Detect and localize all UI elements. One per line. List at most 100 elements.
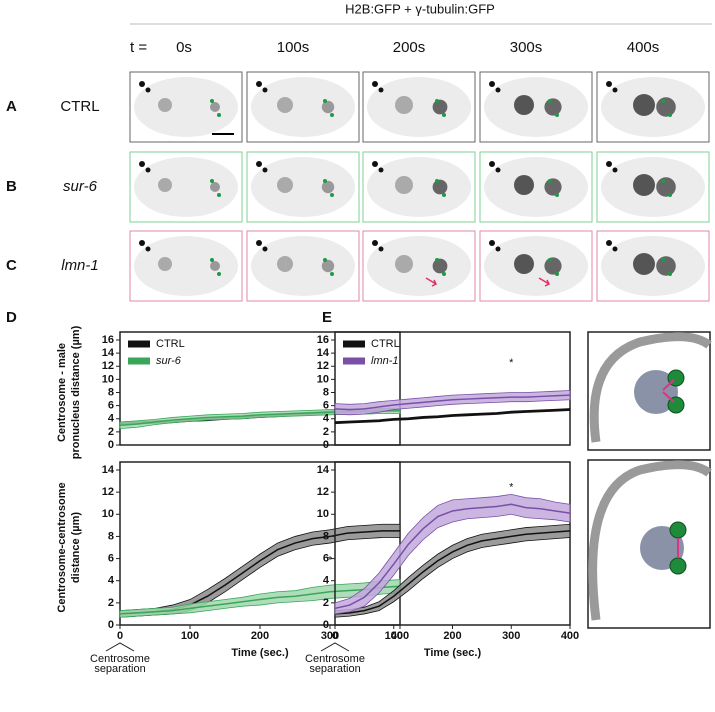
nucleus	[321, 259, 335, 273]
y-tick-label: 8	[323, 530, 329, 542]
line	[334, 394, 571, 411]
error-band	[334, 493, 571, 615]
arrow	[425, 277, 438, 287]
embryo	[134, 157, 238, 217]
embryo	[134, 236, 238, 296]
row-letter: B	[6, 178, 17, 195]
centrosome	[210, 179, 214, 183]
nucleus	[210, 182, 220, 192]
nucleus	[395, 255, 413, 273]
y-tick-label: 10	[102, 508, 114, 520]
embryo	[484, 77, 588, 137]
time-label: 200s	[393, 39, 426, 56]
annotation: *	[509, 482, 514, 494]
y-tick-label: 12	[317, 360, 329, 372]
y-tick-label: 14	[317, 464, 330, 476]
polar-body	[372, 81, 378, 87]
legend-label: CTRL	[371, 338, 400, 350]
polar-body	[145, 167, 151, 173]
y-tick-label: 4	[108, 413, 115, 425]
x-tick-label: 300	[321, 630, 339, 642]
nucleus	[432, 258, 448, 274]
y-tick-label: 2	[108, 597, 114, 609]
nucleus	[432, 99, 448, 115]
y-tick-label: 14	[102, 347, 115, 359]
y-tick-label: 16	[102, 334, 114, 346]
x-tick-label: 0	[117, 630, 123, 642]
centrosome	[661, 258, 665, 262]
nucleus	[514, 254, 534, 274]
nucleus	[321, 180, 335, 194]
y-tick-label: 10	[317, 373, 329, 385]
panel-letter: D	[6, 309, 17, 326]
micrograph	[129, 71, 243, 143]
micrograph	[479, 71, 593, 143]
polar-body	[489, 240, 495, 246]
micrograph	[362, 230, 476, 302]
header: H2B:GFP + γ-tubulin:GFP	[345, 1, 495, 16]
x-tick-label: 200	[443, 630, 461, 642]
y-tick-label: 12	[102, 486, 114, 498]
legend-label: sur-6	[156, 355, 182, 367]
centrosome	[668, 113, 672, 117]
y-tick-label: 2	[323, 426, 329, 438]
polar-body	[262, 246, 268, 252]
legend-label: CTRL	[156, 338, 185, 350]
y-tick-label: 10	[102, 373, 114, 385]
centrosome	[668, 272, 672, 276]
micrograph	[246, 71, 360, 143]
polar-body	[489, 161, 495, 167]
legend-label: lmn-1	[371, 355, 399, 367]
time-label: 300s	[510, 39, 543, 56]
polar-body	[606, 161, 612, 167]
panel-letter: E	[322, 309, 332, 326]
polar-body	[262, 167, 268, 173]
line	[334, 530, 571, 615]
centrosome	[442, 113, 446, 117]
y-tick-label: 6	[108, 400, 114, 412]
centrosome	[555, 272, 559, 276]
polar-body	[495, 87, 501, 93]
time-label: 0s	[176, 39, 192, 56]
time-prefix: t =	[130, 39, 147, 56]
polar-body	[139, 240, 145, 246]
nucleus	[656, 256, 676, 276]
micrograph	[129, 151, 243, 223]
micrograph	[596, 71, 710, 143]
polar-body	[256, 161, 262, 167]
y-tick-label: 12	[317, 486, 329, 498]
nucleus	[277, 256, 293, 272]
nucleus	[158, 257, 172, 271]
polar-body	[139, 81, 145, 87]
centrosome	[210, 99, 214, 103]
polar-body	[606, 240, 612, 246]
error-band	[334, 523, 571, 618]
y-axis-label: pronucleus distance (µm)	[70, 325, 82, 459]
y-tick-label: 4	[323, 575, 330, 587]
centrosome	[323, 258, 327, 262]
line	[119, 585, 401, 615]
nucleus	[158, 98, 172, 112]
y-tick-label: 8	[323, 386, 329, 398]
y-tick-label: 0	[108, 439, 114, 451]
nucleus	[633, 94, 655, 116]
centrosome	[330, 272, 334, 276]
error-band	[119, 407, 401, 430]
polar-body	[489, 81, 495, 87]
polar-body	[145, 87, 151, 93]
polar-body	[612, 246, 618, 252]
x-tick-label: 0	[332, 630, 338, 642]
y-tick-label: 10	[317, 508, 329, 520]
x-axis-label: Time (sec.)	[424, 647, 482, 659]
polar-body	[612, 87, 618, 93]
centrosome	[217, 272, 221, 276]
centrosome	[330, 193, 334, 197]
row-letter: A	[6, 98, 17, 115]
nucleus	[544, 178, 562, 196]
line	[334, 408, 571, 424]
y-tick-label: 14	[102, 464, 115, 476]
y-tick-label: 8	[108, 530, 114, 542]
schematic-bottom	[587, 459, 712, 629]
centrosome	[668, 193, 672, 197]
row-label: lmn-1	[61, 257, 99, 274]
